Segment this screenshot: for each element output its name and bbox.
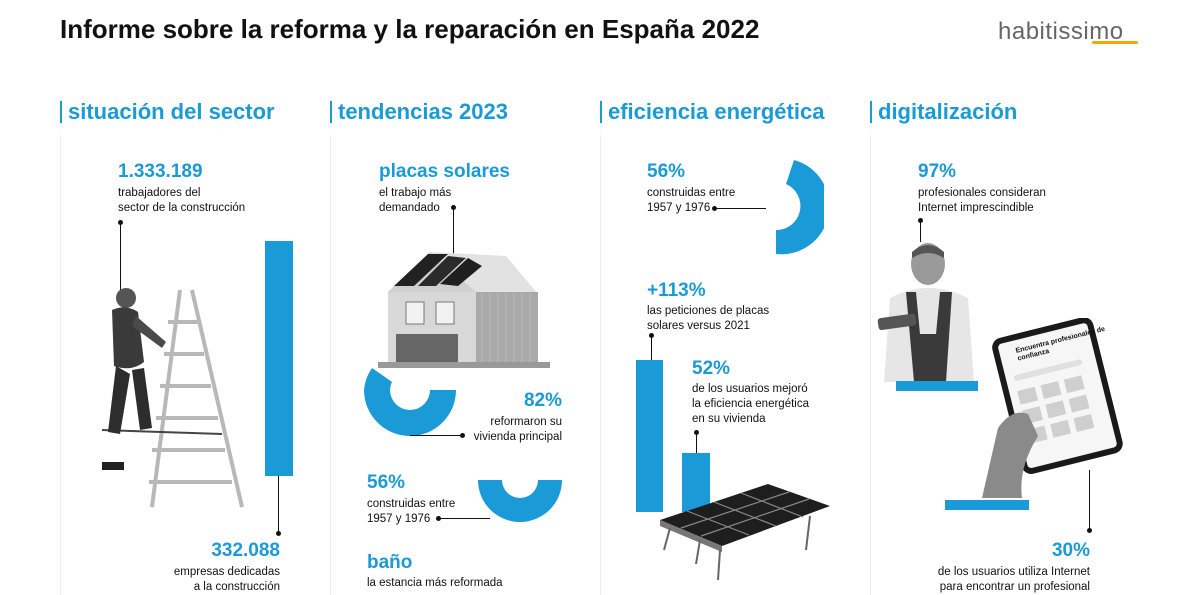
section-marker: [600, 101, 602, 123]
column-divider: [60, 135, 61, 595]
stat-bano-value: baño: [367, 552, 413, 573]
leader-line: [920, 220, 921, 242]
leader-dot: [460, 433, 465, 438]
stat-bano-label: la estancia más reformada: [367, 577, 503, 589]
smiling-worker-photo: [877, 243, 974, 382]
stat-30-label: de los usuarios utiliza Internet para en…: [937, 566, 1090, 593]
section-heading-eficiencia: eficiencia energética: [608, 99, 825, 124]
leader-line: [696, 433, 697, 453]
solar-panel-photo: [660, 484, 830, 581]
leader-line: [120, 222, 121, 292]
leader-dot: [436, 516, 441, 521]
leader-line: [440, 518, 490, 519]
bar-solar-requests: [636, 360, 663, 512]
stat-eff-56-label: construidas entre 1957 y 1976: [647, 187, 736, 214]
page-title: Informe sobre la reforma y la reparación…: [60, 14, 760, 44]
section-heading-digitalizacion: digitalización: [878, 99, 1018, 124]
leader-line: [1089, 470, 1090, 530]
stat-56-label: construidas entre 1957 y 1976: [367, 498, 456, 525]
leader-dot: [694, 430, 699, 435]
leader-dot: [276, 531, 281, 536]
section-heading-sector: situación del sector: [68, 99, 275, 124]
stat-113-value: +113%: [647, 280, 706, 301]
worker-on-ladder-photo: [101, 288, 244, 508]
bar-97: [896, 381, 978, 391]
donut-82-percent: [364, 368, 456, 436]
stat-companies-value: 332.088: [211, 540, 280, 561]
leader-line: [651, 336, 652, 360]
column-divider: [600, 135, 601, 595]
stat-30-value: 30%: [1051, 540, 1090, 561]
leader-dot: [1087, 528, 1092, 533]
bar-30: [945, 500, 1029, 510]
stat-eff-56-value: 56%: [647, 161, 686, 182]
stat-solar-label: el trabajo más demandado: [379, 187, 452, 214]
stat-workers-value: 1.333.189: [118, 161, 203, 182]
section-heading-tendencias: tendencias 2023: [338, 99, 508, 124]
stat-52-value: 52%: [692, 358, 731, 379]
section-marker: [60, 101, 62, 123]
stat-97-label: profesionales consideran Internet impres…: [918, 187, 1046, 214]
half-donut-eff-56-percent: [776, 160, 824, 255]
bar-workers: [265, 241, 293, 476]
stat-solar-value: placas solares: [379, 161, 510, 182]
stat-workers-label: trabajadores del sector de la construcci…: [118, 187, 246, 214]
stat-82-label: reformaron su vivienda principal: [473, 416, 562, 443]
leader-dot: [451, 205, 456, 210]
stat-56-value: 56%: [367, 472, 406, 493]
column-divider: [870, 135, 871, 595]
stat-82-value: 82%: [523, 390, 562, 411]
stat-companies-label: empresas dedicadas a la construcción: [173, 566, 280, 593]
half-donut-56-percent: [478, 480, 562, 522]
stat-97-value: 97%: [918, 161, 957, 182]
leader-dot: [649, 333, 654, 338]
stat-52-label: de los usuarios mejoró la eficiencia ene…: [692, 383, 809, 425]
leader-line: [453, 208, 454, 256]
section-marker: [330, 101, 332, 123]
logo-smile-mark: [1092, 41, 1138, 44]
bar-efficiency-52: [682, 453, 710, 512]
house-with-solar-panels-photo: [378, 252, 550, 368]
leader-line: [278, 476, 279, 532]
leader-dot: [712, 206, 717, 211]
leader-line: [716, 208, 766, 209]
section-marker: [870, 101, 872, 123]
column-divider: [330, 135, 331, 595]
brand-logo[interactable]: habitissimo: [998, 18, 1124, 45]
stat-113-label: las peticiones de placas solares versus …: [647, 305, 770, 332]
leader-line: [410, 435, 462, 436]
hand-with-tablet-photo: [982, 318, 1123, 498]
